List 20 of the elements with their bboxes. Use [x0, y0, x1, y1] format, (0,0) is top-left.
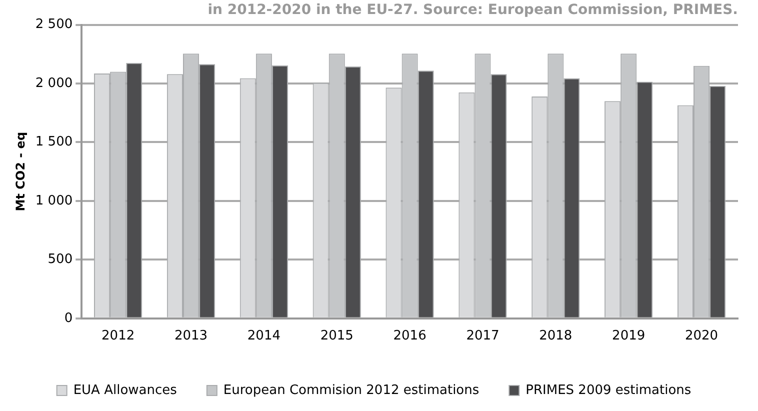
- y-tick-label: 0: [64, 310, 73, 326]
- x-tick-label: 2018: [539, 328, 572, 344]
- y-tick-label: 500: [48, 252, 73, 268]
- y-axis-title: Mt CO2 - eq: [13, 132, 28, 212]
- x-tick-label: 2015: [320, 328, 354, 344]
- legend-label: EUA Allowances: [73, 382, 178, 398]
- legend-label: European Commision 2012 estimations: [223, 382, 480, 398]
- x-tick-label: 2017: [466, 328, 500, 344]
- chart-title: in 2012-2020 in the EU-27. Source: European Commission, PRIMES.: [208, 2, 738, 18]
- x-tick-label: 2019: [612, 328, 646, 344]
- x-tick-label: 2013: [174, 328, 208, 344]
- legend-label: PRIMES 2009 estimations: [526, 382, 692, 398]
- x-tick-label: 2012: [102, 328, 135, 344]
- x-tick-label: 2014: [247, 328, 280, 344]
- y-tick-label: 1 500: [35, 134, 73, 150]
- y-tick-label: 2 000: [35, 76, 73, 91]
- y-tick-label: 1 000: [35, 193, 73, 208]
- x-tick-label: 2020: [684, 328, 718, 344]
- x-tick-label: 2016: [393, 328, 426, 344]
- y-tick-label: 2 500: [35, 17, 73, 32]
